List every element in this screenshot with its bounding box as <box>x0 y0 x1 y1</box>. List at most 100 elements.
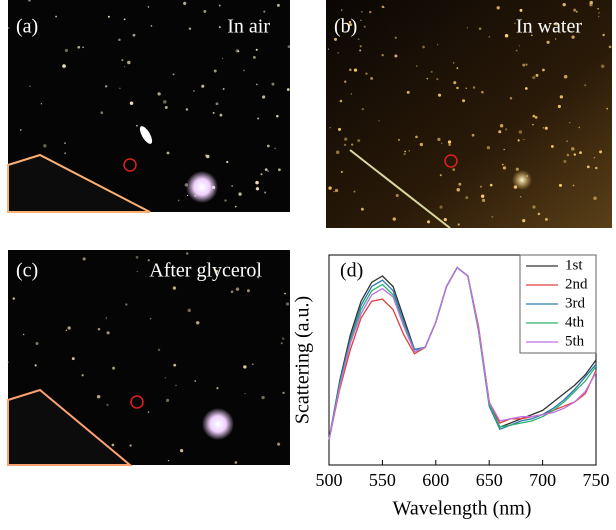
speckle <box>236 49 239 52</box>
x-tick-label: 750 <box>583 470 610 490</box>
speckle <box>286 302 289 305</box>
speckle <box>231 290 234 293</box>
speckle <box>361 208 364 211</box>
figure: (a) In air (b) In water (c) After glycer… <box>0 0 616 525</box>
speckle <box>394 54 397 57</box>
speckle <box>267 145 270 148</box>
speckle <box>13 297 15 299</box>
speckle <box>203 10 206 13</box>
speckle <box>547 41 550 44</box>
speckle <box>584 84 586 86</box>
speckle <box>7 27 9 29</box>
speckle <box>395 37 397 39</box>
speckle <box>328 49 329 50</box>
speckle <box>606 108 608 110</box>
speckle <box>487 146 490 149</box>
speckle <box>216 387 218 389</box>
speckle <box>186 108 188 110</box>
speckle <box>83 257 86 260</box>
speckle <box>398 139 400 141</box>
speckle <box>571 147 575 151</box>
speckle <box>361 11 362 12</box>
speckle <box>519 45 520 46</box>
speckle <box>172 73 174 75</box>
speckle <box>168 460 169 461</box>
panel-label: (c) <box>16 260 38 282</box>
speckle <box>105 85 107 87</box>
speckle <box>344 137 347 140</box>
speckle <box>216 102 219 105</box>
speckle <box>158 349 161 352</box>
speckle <box>383 7 385 9</box>
speckle <box>253 56 256 59</box>
speckle <box>437 44 438 45</box>
speckle <box>129 444 131 446</box>
speckle <box>124 18 126 20</box>
speckle <box>100 111 103 114</box>
speckle <box>573 9 576 12</box>
speckle <box>551 145 554 148</box>
speckle <box>431 71 433 73</box>
speckle <box>224 199 226 201</box>
speckle <box>358 38 360 40</box>
speckle <box>64 152 66 154</box>
speckle <box>35 342 38 345</box>
speckle <box>593 197 596 200</box>
speckle <box>112 367 115 370</box>
speckle <box>287 88 290 91</box>
speckle <box>456 87 458 89</box>
speckle <box>330 127 331 128</box>
speckle <box>23 334 24 335</box>
speckle <box>498 130 501 133</box>
speckle <box>595 167 598 170</box>
speckle <box>341 171 343 173</box>
speckle <box>108 16 110 18</box>
speckle <box>187 195 188 196</box>
speckle <box>336 151 340 155</box>
speckle <box>426 78 428 80</box>
y-axis-label: Scattering (a.u.) <box>292 296 314 424</box>
legend-label: 2nd <box>565 276 588 292</box>
speckle <box>125 303 127 305</box>
speckle <box>124 66 125 67</box>
speckle <box>525 64 527 66</box>
speckle <box>148 411 149 412</box>
legend-label: 3rd <box>565 295 585 311</box>
speckle <box>518 139 520 141</box>
speckle <box>452 168 455 171</box>
speckle <box>504 149 505 150</box>
speckle <box>458 223 460 225</box>
speckle <box>260 173 262 175</box>
speckle <box>465 196 468 199</box>
speckle <box>545 218 548 221</box>
speckle <box>173 364 176 367</box>
speckle <box>257 117 259 119</box>
speckle <box>351 144 353 146</box>
speckle <box>264 192 266 194</box>
speckle <box>598 12 599 13</box>
speckle <box>479 27 482 30</box>
x-axis-label: Wavelength (nm) <box>393 498 532 520</box>
speckle <box>163 100 167 104</box>
speckle <box>573 185 575 187</box>
speckle <box>522 219 525 222</box>
speckle <box>66 329 68 331</box>
panel-caption: After glycerol <box>149 260 262 282</box>
speckle <box>594 157 596 159</box>
speckle <box>500 124 503 127</box>
photo-a: (a) In air <box>7 0 290 212</box>
speckle <box>220 114 223 117</box>
speckle <box>480 186 482 188</box>
speckle <box>157 92 160 95</box>
speckle <box>243 365 246 368</box>
speckle <box>453 81 456 84</box>
x-tick-label: 500 <box>316 470 343 490</box>
speckle <box>535 116 538 119</box>
speckle <box>444 218 447 221</box>
speckle <box>574 153 576 155</box>
speckle <box>119 88 120 89</box>
speckle <box>490 184 493 187</box>
speckle <box>543 127 544 128</box>
speckle <box>166 399 169 402</box>
speckle <box>219 26 221 28</box>
